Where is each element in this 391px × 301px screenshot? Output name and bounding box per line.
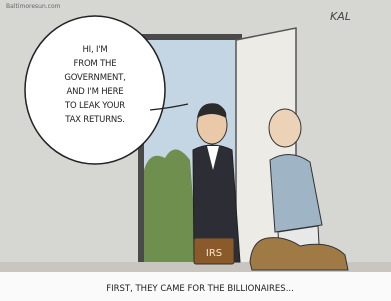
page: {"watermark": "Baltimoresun.com", "signa…: [0, 0, 391, 301]
cartoon: IRS HI, I'M FROM THE GOVERNMENT, AND I'M HE…: [0, 0, 391, 301]
homeowner-head: [269, 109, 301, 147]
caption: FIRST, THEY CAME FOR THE BILLIONAIRES...: [106, 284, 294, 294]
bubble-line: GOVERNMENT,: [64, 73, 125, 83]
bubble-line: TO LEAK YOUR: [64, 101, 125, 111]
bubble-line: HI, I'M: [82, 45, 107, 55]
signature: KAL: [330, 10, 351, 23]
bubble-line: AND I'M HERE: [67, 87, 124, 97]
bubble-line: TAX RETURNS.: [64, 115, 125, 125]
watermark: Baltimoresun.com: [6, 3, 61, 10]
bubble-line: FROM THE: [74, 59, 117, 69]
briefcase-label: IRS: [206, 248, 222, 259]
bush: [144, 149, 198, 266]
